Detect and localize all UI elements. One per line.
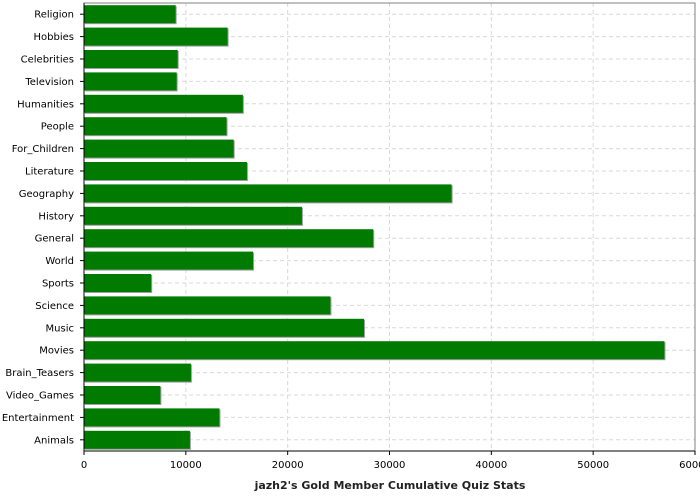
category-label: Religion xyxy=(34,10,74,21)
bar-for-children xyxy=(84,139,234,158)
x-tick-label: 30000 xyxy=(374,460,406,471)
bar-people xyxy=(84,117,227,136)
category-label: For_Children xyxy=(12,144,74,155)
bar-religion xyxy=(84,5,176,24)
category-label: Television xyxy=(24,77,74,88)
bar-world xyxy=(84,251,254,270)
bar-hobbies xyxy=(84,27,228,46)
x-tick-label: 60000 xyxy=(679,460,700,471)
category-labels: Religion Hobbies Celebrities Television Huma… xyxy=(2,10,84,446)
category-label: Music xyxy=(46,323,74,334)
bar-history xyxy=(84,206,302,225)
bar-video-games xyxy=(84,386,161,404)
bar-animals xyxy=(84,430,190,449)
category-label: Literature xyxy=(25,167,74,178)
bar-geography xyxy=(84,184,452,203)
category-label: Hobbies xyxy=(34,32,74,43)
category-label: Movies xyxy=(39,346,74,357)
category-label: Sports xyxy=(42,279,74,290)
x-tick-label: 20000 xyxy=(272,460,304,471)
bar-literature xyxy=(84,162,247,180)
bar-sports xyxy=(84,274,152,292)
bar-music xyxy=(84,318,365,337)
category-label: Video_Games xyxy=(6,391,74,402)
category-label: General xyxy=(35,234,74,245)
category-label: Celebrities xyxy=(21,55,74,66)
bar-television xyxy=(84,72,177,91)
category-label: Animals xyxy=(34,435,74,446)
category-label: Humanities xyxy=(17,99,74,110)
bar-humanities xyxy=(84,94,243,113)
chart-title: jazh2's Gold Member Cumulative Quiz Stat… xyxy=(254,479,526,492)
category-label: World xyxy=(45,256,74,267)
category-label: Entertainment xyxy=(2,413,74,424)
category-label: People xyxy=(41,122,74,133)
x-tick-label: 10000 xyxy=(170,460,202,471)
category-label: Geography xyxy=(19,189,74,200)
bar-entertainment xyxy=(84,408,220,427)
bars xyxy=(84,5,666,450)
x-tick-label: 0 xyxy=(81,460,87,471)
x-tick-label: 50000 xyxy=(577,460,609,471)
bar-movies xyxy=(84,341,665,360)
bar-science xyxy=(84,296,331,315)
bar-brain-teasers xyxy=(84,363,191,382)
bar-general xyxy=(84,229,374,248)
x-ticks: 0 10000 20000 30000 40000 50000 60000 xyxy=(81,451,700,471)
category-label: Science xyxy=(35,301,74,312)
grid-lines xyxy=(84,3,696,451)
category-label: History xyxy=(38,211,74,222)
category-label: Brain_Teasers xyxy=(5,368,74,379)
x-tick-label: 40000 xyxy=(475,460,507,471)
bar-celebrities xyxy=(84,50,178,68)
